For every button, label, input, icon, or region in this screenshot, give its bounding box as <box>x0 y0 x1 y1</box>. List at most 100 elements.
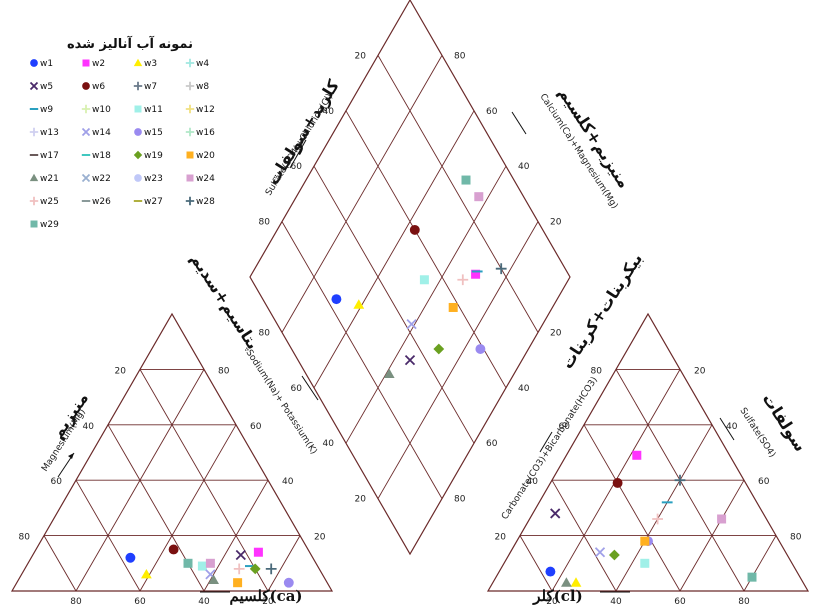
diamond-point-w11 <box>419 275 429 285</box>
anion-point-w11 <box>640 558 650 568</box>
diamond-point-w2 <box>471 269 481 279</box>
diamond-axis-calcium-magnesium: منیزیم+کلسیم Calcium(Ca)+Magnesium(Mg) <box>511 84 634 211</box>
legend-marker-w16 <box>185 127 195 137</box>
legend-label-w7: w7 <box>144 82 157 92</box>
cation-point-w15 <box>283 577 294 588</box>
legend-label-w19: w19 <box>144 151 163 161</box>
anion-tick-left: 80 <box>591 366 603 376</box>
legend-label-w15: w15 <box>144 128 163 138</box>
diamond-tick-lower-right: 60 <box>486 439 498 449</box>
legend-marker-w5 <box>29 81 39 91</box>
legend-marker-w29 <box>30 220 38 228</box>
cation-outline <box>10 312 334 592</box>
legend-marker-w24 <box>186 174 194 182</box>
legend-marker-w8 <box>185 81 195 91</box>
diamond-tick-upper-left: 60 <box>291 162 303 172</box>
cation-gridline <box>75 479 141 592</box>
anion-point-w1 <box>545 566 556 577</box>
legend-label-w24: w24 <box>196 174 215 184</box>
diamond-point-w1 <box>331 294 342 305</box>
legend-marker-w19 <box>133 150 143 160</box>
legend-label-w25: w25 <box>40 197 59 207</box>
legend-label-w28: w28 <box>196 197 215 207</box>
anion-gridline <box>679 479 745 592</box>
cation-point-w11 <box>197 561 207 571</box>
legend-label-w1: w1 <box>40 59 53 69</box>
legend-label-w13: w13 <box>40 128 59 138</box>
cation-tick-right: 40 <box>282 477 294 487</box>
left-axis-magnesium: منیزیم Magnesium(Mg) <box>40 389 92 478</box>
anion-tick-right: 80 <box>790 533 802 543</box>
legend-label-w26: w26 <box>92 197 111 207</box>
anion-point-w24 <box>717 514 727 524</box>
legend-label-w21: w21 <box>40 174 59 184</box>
cation-gridline <box>267 535 301 592</box>
cation-gridline <box>203 479 269 592</box>
anion-point-w14 <box>594 547 606 558</box>
axis-sodium-potassium-arrow <box>301 375 319 401</box>
axis-sodium-potassium-en: Sodium(Na)+ Potassium(K) <box>243 348 318 456</box>
cation-point-w1 <box>125 552 136 563</box>
legend-label-w20: w20 <box>196 151 215 161</box>
diamond-gridline <box>281 55 443 333</box>
legend-label-w6: w6 <box>92 82 105 92</box>
diamond-point-w25 <box>457 274 469 286</box>
legend-marker-w23 <box>134 174 142 182</box>
cation-triangle-grid <box>10 312 334 592</box>
anion-point-w6 <box>612 478 623 488</box>
cation-point-w29 <box>183 558 193 568</box>
data-points <box>125 175 757 588</box>
diamond-gridline <box>313 165 475 444</box>
diamond-tick-lower-right: 20 <box>550 328 562 338</box>
legend-label-w9: w9 <box>40 105 53 115</box>
cation-gridline <box>139 424 237 592</box>
anion-point-w19 <box>609 549 620 561</box>
cation-point-w3 <box>141 568 152 579</box>
cation-tick-left: 20 <box>115 366 127 376</box>
cation-tick-right: 20 <box>314 533 326 543</box>
cation-point-w21 <box>208 574 219 584</box>
anion-point-w28 <box>674 474 686 486</box>
cation-tick-bottom: 60 <box>134 597 146 606</box>
cation-point-w6 <box>168 544 179 555</box>
legend-label-w17: w17 <box>40 151 59 161</box>
axis-chloride-label: کلر(cl) <box>532 587 582 605</box>
anion-gridline <box>743 535 777 592</box>
diamond-tick-upper-left: 80 <box>259 218 271 228</box>
legend-label-w16: w16 <box>196 128 215 138</box>
anion-point-w2 <box>632 450 642 460</box>
diamond-tick-lower-left: 20 <box>355 495 367 505</box>
anion-point-w21 <box>561 577 572 587</box>
legend-label-w3: w3 <box>144 59 157 69</box>
legend-label-w29: w29 <box>40 220 59 230</box>
anion-outline <box>486 312 810 592</box>
left-axis-calcium: کلسیم(ca) <box>200 587 303 605</box>
diamond-point-w14 <box>406 318 417 330</box>
legend-label-w27: w27 <box>144 197 163 207</box>
axis-calcium-label: کلسیم(ca) <box>229 587 302 605</box>
diamond-point-w6 <box>409 224 420 235</box>
diamond-gridline <box>313 110 475 389</box>
cation-tick-right: 80 <box>218 366 230 376</box>
anion-tick-left: 40 <box>527 477 539 487</box>
axis-carbonate-fa: بیکربنات+کربنات <box>557 250 646 372</box>
legend-label-w10: w10 <box>92 105 111 115</box>
diamond-point-w15 <box>475 344 486 354</box>
axis-carbonate-en: Carbonate(CO3)+Bicarbonate(HCO3) <box>500 375 600 521</box>
anion-tick-bottom: 20 <box>546 597 558 606</box>
legend-marker-w11 <box>134 105 142 113</box>
legend-marker-w12 <box>185 104 195 114</box>
axis-sodium-potassium-fa: پتاسیم+سدیم <box>186 250 263 353</box>
cation-point-w2 <box>253 547 263 557</box>
diamond-point-w3 <box>353 299 365 309</box>
cation-tick-left: 60 <box>51 477 63 487</box>
legend-marker-w3 <box>133 58 143 67</box>
legend-label-w4: w4 <box>196 59 209 69</box>
legend-marker-w7 <box>133 81 143 91</box>
axis-sulfate-arrow <box>719 417 735 441</box>
cation-tick-bottom: 20 <box>262 597 274 606</box>
legend-marker-w28 <box>185 196 195 206</box>
diamond-tick-upper-left: 40 <box>323 107 335 117</box>
legend-label-w5: w5 <box>40 82 53 92</box>
